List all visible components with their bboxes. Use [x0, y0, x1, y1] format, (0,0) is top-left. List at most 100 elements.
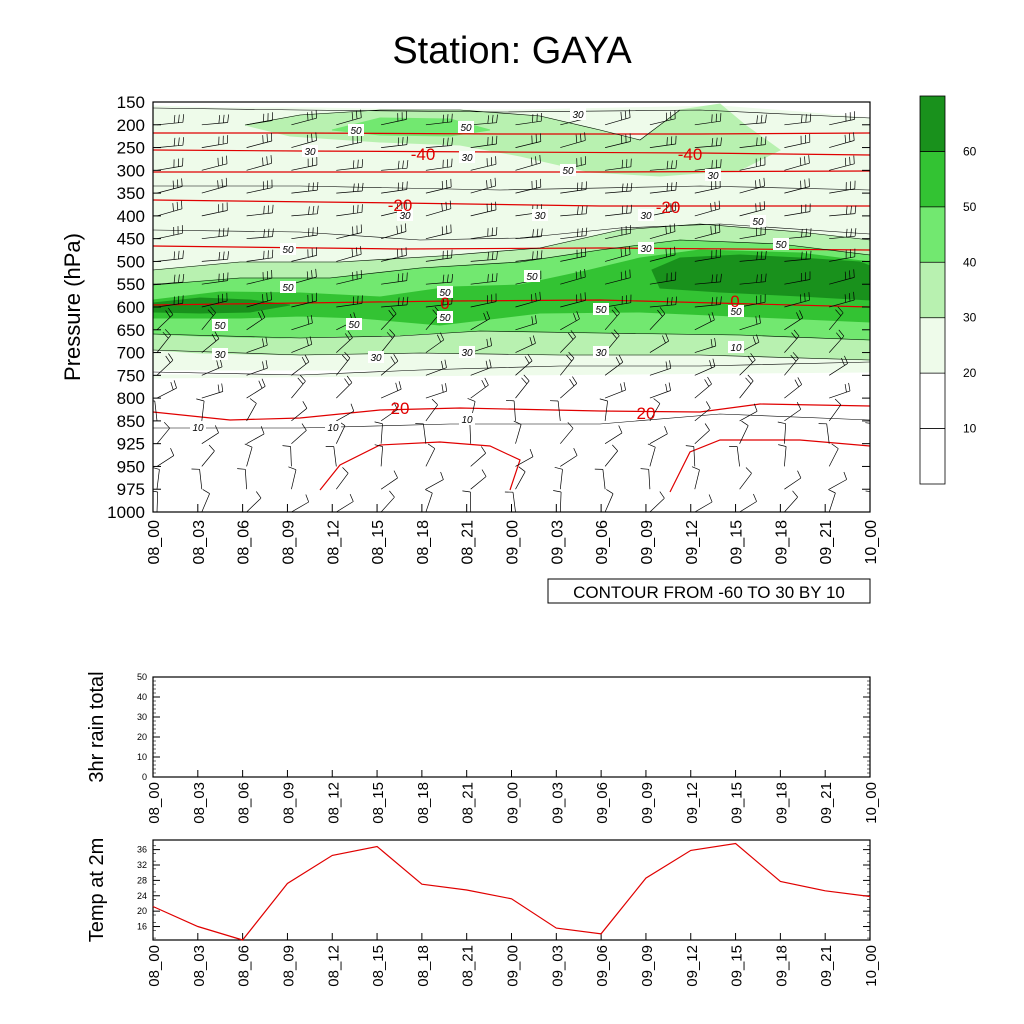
humidity-contour-label: 30	[370, 353, 382, 364]
humidity-contour-label: 30	[534, 211, 546, 222]
time-tick-label: 08_06	[236, 520, 253, 565]
contour-label-bg	[302, 145, 318, 157]
time-tick-label: 09_15	[729, 520, 746, 565]
time-tick-label: 08_12	[325, 520, 342, 565]
pressure-tick-label: 400	[117, 207, 145, 226]
humidity-shade-band	[331, 117, 491, 137]
time-tick-label: 09_21	[818, 782, 835, 824]
y-tick-label: 16	[137, 922, 147, 932]
y-tick-label: 20	[137, 906, 147, 916]
cross-section-panel: 50 50 30 30 30 50 30 30 30 30 50 50 30 50 50 50 50 50 50 50…	[60, 93, 977, 604]
humidity-contour-label: 50	[752, 217, 764, 228]
humidity-contour-label: 30	[640, 211, 652, 222]
humidity-shade-band	[153, 297, 291, 314]
contour-label-bg	[750, 215, 766, 227]
pressure-axis-label: Pressure (hPa)	[60, 233, 85, 381]
humidity-contour-label: 30	[595, 348, 607, 359]
contour-label-bg	[728, 305, 744, 317]
isotherm-line	[153, 132, 870, 135]
contour-label-bg	[397, 209, 413, 221]
time-tick-label: 10_00	[863, 520, 880, 565]
time-tick-label: 09_09	[639, 945, 656, 987]
time-tick-label: 08_15	[370, 520, 387, 565]
contour-label-bg	[437, 286, 453, 298]
pressure-tick-label: 950	[117, 457, 145, 476]
pressure-tick-label: 750	[117, 366, 145, 385]
humidity-contour-label: 50	[439, 313, 451, 324]
rain-axis-label: 3hr rain total	[86, 671, 108, 782]
pressure-tick-label: 650	[117, 321, 145, 340]
humidity-contour-line	[153, 413, 870, 429]
humidity-contour-line	[244, 109, 681, 141]
contour-label-bg	[773, 238, 789, 250]
time-tick-label: 08_18	[415, 782, 432, 824]
time-tick-label: 08_03	[191, 782, 208, 824]
temperature-contour-label: -40	[411, 145, 436, 164]
time-tick-label: 08_09	[280, 945, 297, 987]
temperature-contour-label: 0	[440, 294, 449, 313]
humidity-contour-label: 50	[526, 272, 538, 283]
time-tick-label: 08_12	[325, 782, 342, 824]
contour-label-bg	[325, 421, 341, 433]
humidity-contour-label: 30	[572, 110, 584, 121]
contour-label-bg	[458, 121, 474, 133]
contour-label-bg	[459, 151, 475, 163]
rain-panel: 0 10 20 30 40 50 08_00 08_03 08_06 08_09 08_12 08_1…	[86, 671, 880, 823]
contour-label-bg	[638, 209, 654, 221]
humidity-contour-label: 50	[730, 307, 742, 318]
contour-label-bg	[280, 281, 296, 293]
temperature-contour-label: 20	[637, 404, 656, 423]
humidity-shade-band	[651, 254, 870, 301]
time-tick-label: 08_12	[325, 945, 342, 987]
temperature-contours	[153, 132, 870, 493]
y-tick-label: 20	[137, 732, 147, 742]
time-tick-label: 08_06	[236, 782, 253, 824]
contour-label-bg	[459, 346, 475, 358]
colorbar-box	[920, 151, 945, 207]
rain-axes: 0 10 20 30 40 50 08_00 08_03 08_06 08_09 08_12 08_1…	[137, 672, 880, 824]
y-tick-label: 28	[137, 875, 147, 885]
humidity-contour-label: 50	[775, 240, 787, 251]
time-tick-label: 09_03	[549, 782, 566, 824]
contour-label-bg	[368, 351, 384, 363]
colorbar-label: 40	[963, 255, 977, 269]
humidity-contour-label: 30	[461, 153, 473, 164]
time-tick-label: 09_09	[639, 782, 656, 824]
time-tick-label: 09_00	[505, 782, 522, 824]
time-tick-label: 08_21	[460, 520, 477, 565]
time-tick-label: 09_06	[594, 945, 611, 987]
time-tick-label: 09_21	[818, 520, 835, 565]
humidity-contour-line	[153, 107, 870, 119]
temperature-contour-label: 20	[391, 399, 410, 418]
humidity-contour-label: 50	[348, 320, 360, 331]
rain-frame	[152, 676, 871, 778]
isotherm-line	[153, 149, 870, 156]
contour-label-bg	[212, 348, 228, 360]
colorbar-label: 50	[963, 200, 977, 214]
humidity-contour-label: 50	[350, 126, 362, 137]
time-tick-label: 09_12	[684, 520, 701, 565]
humidity-contour-label: 50	[595, 305, 607, 316]
time-tick-label: 09_06	[594, 520, 611, 565]
humidity-contour-line	[153, 185, 870, 191]
humidity-contour-label: 30	[461, 348, 473, 359]
humidity-contour-line	[153, 330, 870, 341]
isotherm-line	[669, 439, 870, 493]
colorbar-frame	[919, 95, 946, 485]
pressure-tick-label: 350	[117, 184, 145, 203]
contour-label-bg	[593, 303, 609, 315]
humidity-contour-label: 30	[707, 171, 719, 182]
pressure-tick-label: 550	[117, 275, 145, 294]
humidity-contour-label: 50	[214, 321, 226, 332]
pressure-tick-label: 250	[117, 139, 145, 158]
colorbar-box	[920, 262, 945, 318]
chart-title: Station: GAYA	[392, 30, 632, 72]
time-tick-label: 09_15	[729, 945, 746, 987]
time-tick-label: 09_15	[729, 782, 746, 824]
temperature-contour-label: -20	[656, 198, 681, 217]
time-tick-label: 08_00	[146, 945, 163, 987]
time-tick-label: 08_00	[146, 782, 163, 824]
contour-label-bg	[593, 346, 609, 358]
contour-info-box: CONTOUR FROM -60 TO 30 BY 10	[547, 578, 871, 604]
time-tick-label: 08_18	[415, 520, 432, 565]
